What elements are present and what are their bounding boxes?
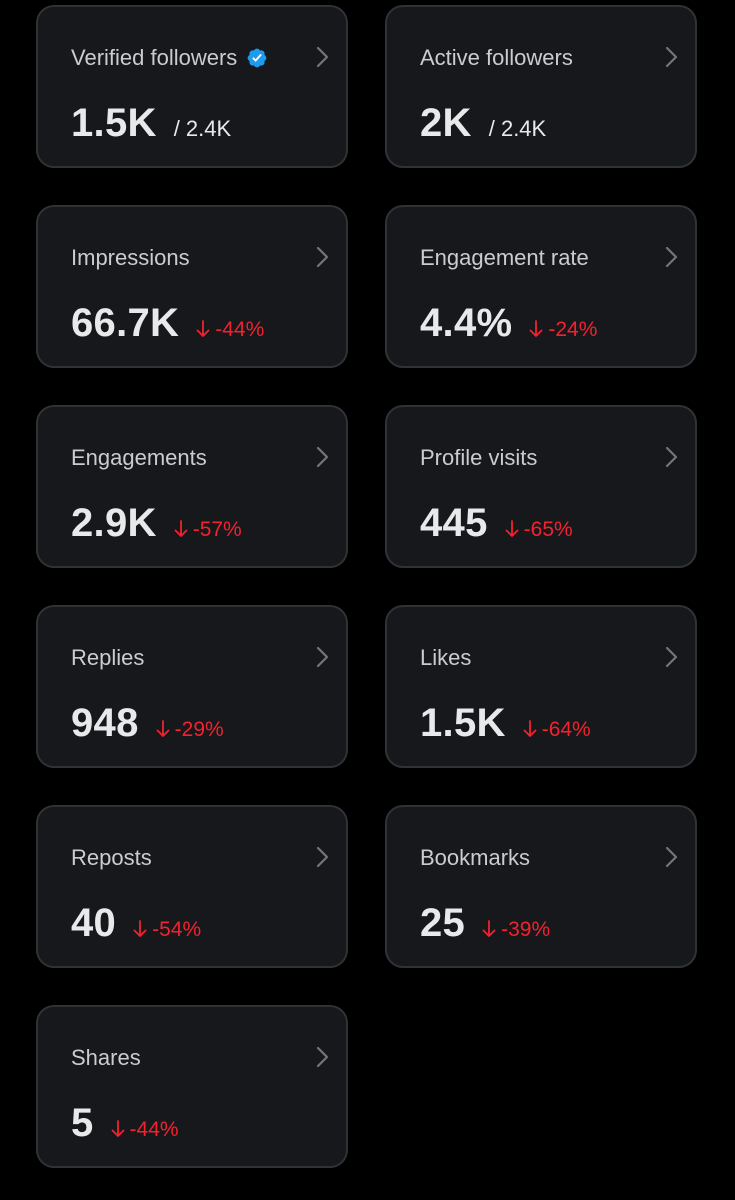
card-title-label: Replies — [71, 644, 144, 672]
card-title: Replies — [71, 644, 144, 672]
chevron-right-icon — [316, 1045, 330, 1069]
metric-value: 4.4% — [420, 301, 512, 345]
metric-value: 2K — [420, 101, 472, 145]
metric-card-impressions[interactable]: Impressions 66.7K -44% — [36, 205, 348, 368]
card-title-label: Bookmarks — [420, 844, 530, 872]
metric-card-bookmarks[interactable]: Bookmarks 25 -39% — [385, 805, 697, 968]
card-title: Shares — [71, 1044, 141, 1072]
card-title-label: Verified followers — [71, 44, 237, 72]
metric-value: 1.5K — [71, 101, 157, 145]
arrow-down-icon — [156, 720, 170, 738]
value-row: 25 -39% — [420, 901, 550, 945]
metric-change: -65% — [505, 518, 573, 542]
value-row: 66.7K -44% — [71, 301, 264, 345]
chevron-right-icon — [665, 445, 679, 469]
card-title: Likes — [420, 644, 471, 672]
metric-card-reposts[interactable]: Reposts 40 -54% — [36, 805, 348, 968]
chevron-right-icon — [665, 45, 679, 69]
metric-change: -44% — [111, 1118, 179, 1142]
metric-change-value: -65% — [524, 518, 573, 542]
value-row: 5 -44% — [71, 1101, 179, 1145]
metric-total: / 2.4K — [174, 116, 231, 142]
card-title: Profile visits — [420, 444, 537, 472]
value-row: 2.9K -57% — [71, 501, 242, 545]
metric-value: 445 — [420, 501, 488, 545]
chevron-right-icon — [665, 245, 679, 269]
arrow-down-icon — [505, 520, 519, 538]
metric-value: 40 — [71, 901, 116, 945]
metric-change: -29% — [156, 718, 224, 742]
card-title-label: Shares — [71, 1044, 141, 1072]
metric-change-value: -24% — [548, 318, 597, 342]
value-row: 4.4% -24% — [420, 301, 597, 345]
arrow-down-icon — [111, 1120, 125, 1138]
metric-change: -39% — [482, 918, 550, 942]
metric-change: -54% — [133, 918, 201, 942]
metric-change-value: -29% — [175, 718, 224, 742]
value-row: 40 -54% — [71, 901, 201, 945]
chevron-right-icon — [316, 445, 330, 469]
metric-change: -57% — [174, 518, 242, 542]
metric-value: 948 — [71, 701, 139, 745]
card-title: Verified followers — [71, 44, 268, 72]
metric-card-active-followers[interactable]: Active followers 2K / 2.4K — [385, 5, 697, 168]
metric-card-profile-visits[interactable]: Profile visits 445 -65% — [385, 405, 697, 568]
card-title-label: Engagement rate — [420, 244, 589, 272]
arrow-down-icon — [523, 720, 537, 738]
card-title-label: Profile visits — [420, 444, 537, 472]
metric-value: 1.5K — [420, 701, 506, 745]
card-title: Impressions — [71, 244, 190, 272]
value-row: 445 -65% — [420, 501, 573, 545]
card-title-label: Impressions — [71, 244, 190, 272]
card-title: Engagement rate — [420, 244, 589, 272]
metric-card-likes[interactable]: Likes 1.5K -64% — [385, 605, 697, 768]
arrow-down-icon — [529, 320, 543, 338]
metric-change: -44% — [196, 318, 264, 342]
metric-change-value: -64% — [542, 718, 591, 742]
chevron-right-icon — [316, 845, 330, 869]
value-row: 1.5K / 2.4K — [71, 101, 231, 145]
metric-total: / 2.4K — [489, 116, 546, 142]
metric-card-shares[interactable]: Shares 5 -44% — [36, 1005, 348, 1168]
chevron-right-icon — [316, 645, 330, 669]
value-row: 948 -29% — [71, 701, 224, 745]
chevron-right-icon — [316, 245, 330, 269]
arrow-down-icon — [174, 520, 188, 538]
metric-change-value: -44% — [215, 318, 264, 342]
card-title: Engagements — [71, 444, 207, 472]
metric-change-value: -39% — [501, 918, 550, 942]
metric-change-value: -44% — [130, 1118, 179, 1142]
arrow-down-icon — [196, 320, 210, 338]
metric-card-engagements[interactable]: Engagements 2.9K -57% — [36, 405, 348, 568]
arrow-down-icon — [133, 920, 147, 938]
metric-card-verified-followers[interactable]: Verified followers 1.5K / 2.4K — [36, 5, 348, 168]
metric-change-value: -57% — [193, 518, 242, 542]
card-title: Reposts — [71, 844, 152, 872]
metric-change-value: -54% — [152, 918, 201, 942]
card-title: Active followers — [420, 44, 573, 72]
metric-value: 25 — [420, 901, 465, 945]
verified-badge-icon — [246, 47, 268, 69]
chevron-right-icon — [665, 645, 679, 669]
arrow-down-icon — [482, 920, 496, 938]
value-row: 2K / 2.4K — [420, 101, 546, 145]
metric-change: -64% — [523, 718, 591, 742]
metric-value: 5 — [71, 1101, 94, 1145]
metric-card-replies[interactable]: Replies 948 -29% — [36, 605, 348, 768]
chevron-right-icon — [665, 845, 679, 869]
card-title-label: Reposts — [71, 844, 152, 872]
card-title-label: Likes — [420, 644, 471, 672]
metric-value: 2.9K — [71, 501, 157, 545]
card-title: Bookmarks — [420, 844, 530, 872]
chevron-right-icon — [316, 45, 330, 69]
metric-change: -24% — [529, 318, 597, 342]
metric-value: 66.7K — [71, 301, 179, 345]
metric-card-engagement-rate[interactable]: Engagement rate 4.4% -24% — [385, 205, 697, 368]
card-title-label: Active followers — [420, 44, 573, 72]
card-title-label: Engagements — [71, 444, 207, 472]
value-row: 1.5K -64% — [420, 701, 591, 745]
